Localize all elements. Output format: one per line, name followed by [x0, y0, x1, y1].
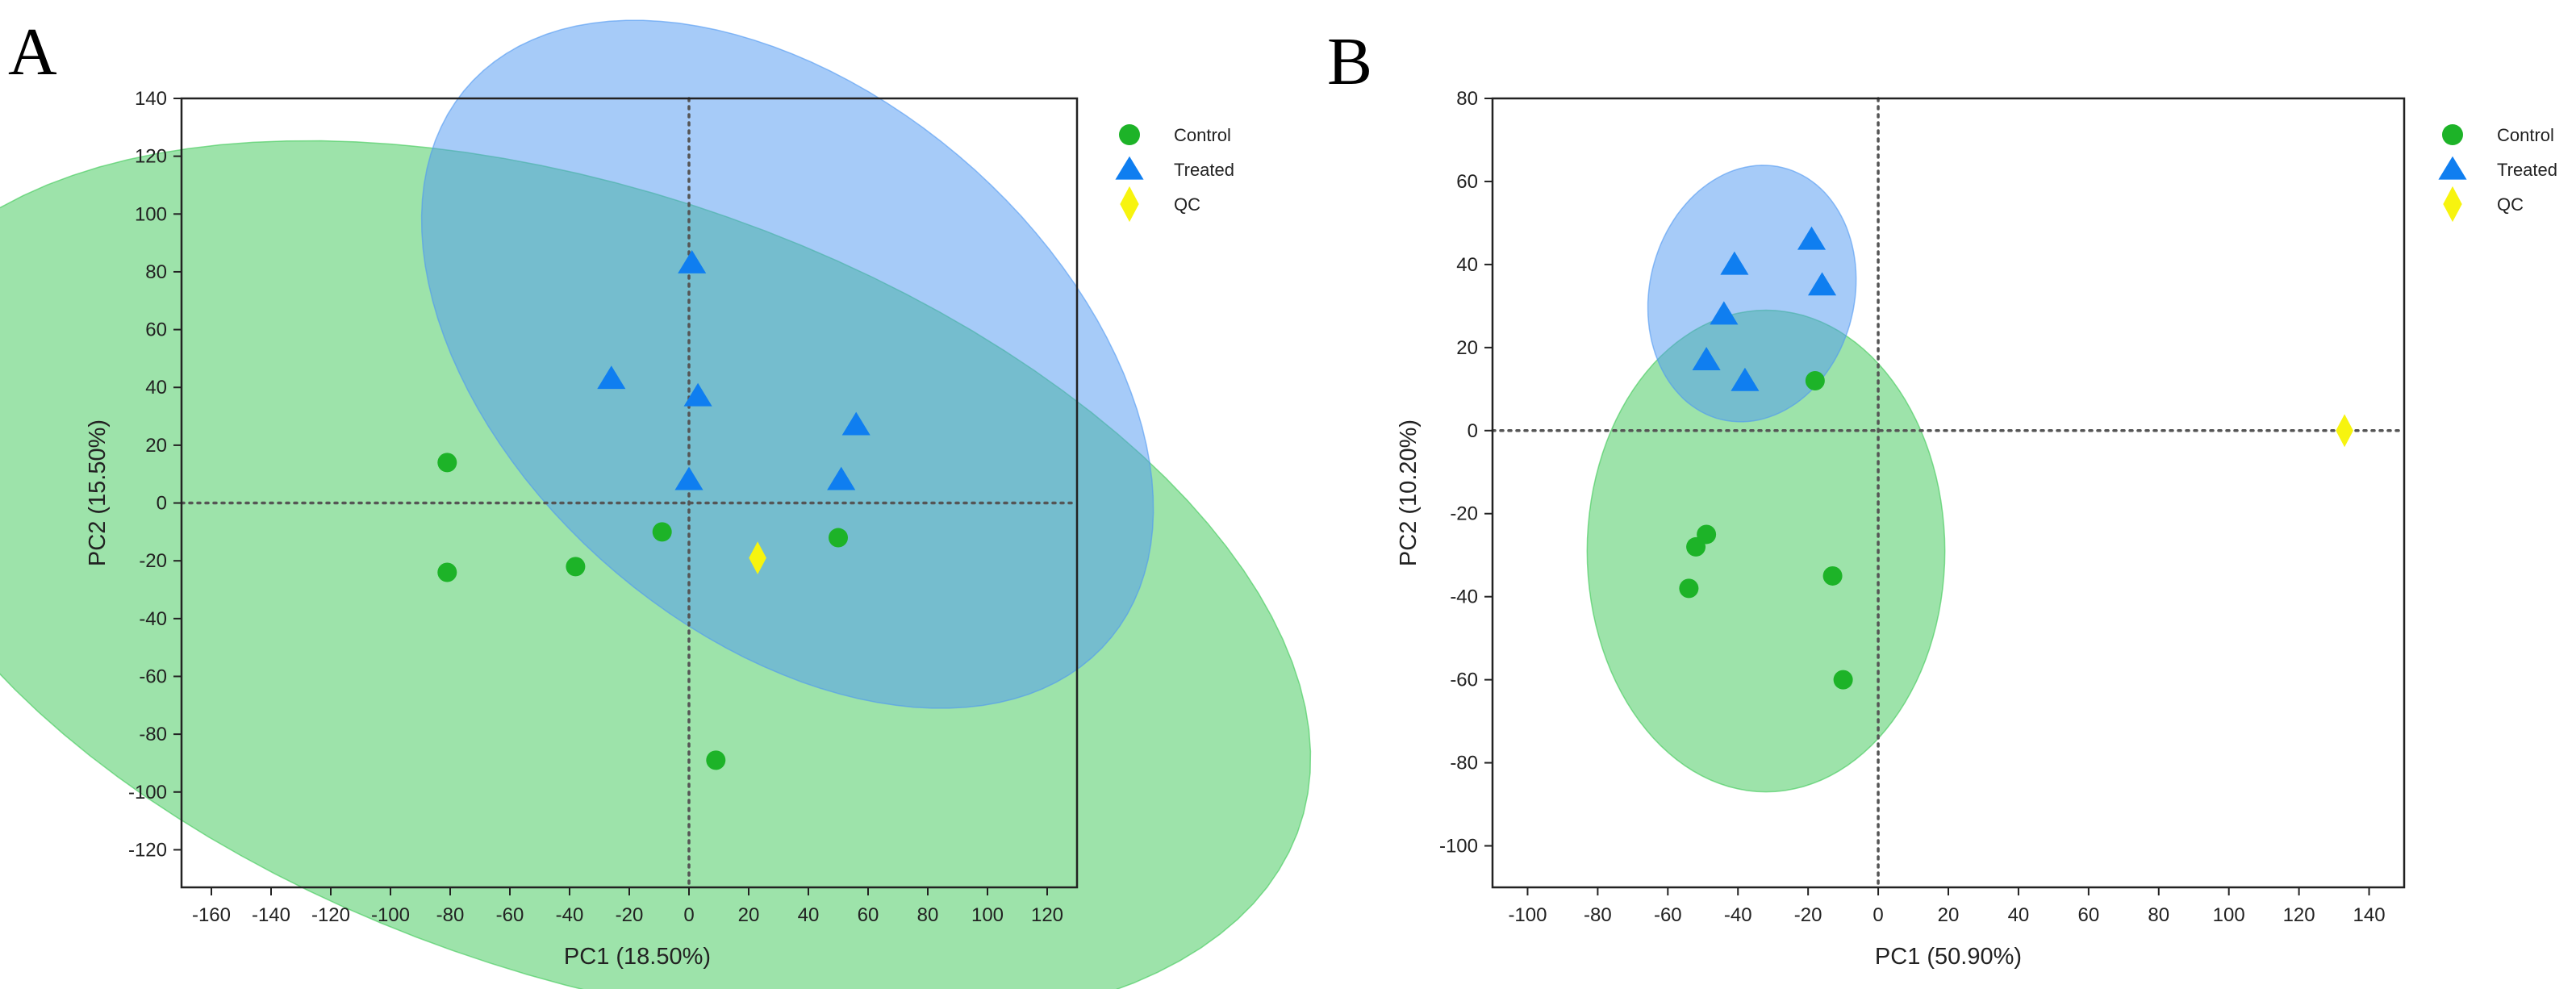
- data-point-treated: [827, 466, 856, 490]
- x-tick-label: -80: [436, 904, 465, 926]
- x-tick-label: -20: [1794, 904, 1822, 926]
- y-tick-label: 20: [145, 435, 167, 457]
- data-point-control: [829, 528, 848, 548]
- y-tick-label: -40: [139, 608, 167, 630]
- x-tick-label: -100: [1508, 904, 1547, 926]
- y-tick-label: -80: [1450, 753, 1478, 774]
- y-tick-label: 120: [135, 146, 167, 168]
- x-axis-title: PC1 (18.50%): [564, 944, 711, 970]
- y-tick-label: 40: [1456, 254, 1478, 276]
- data-point-control: [706, 750, 726, 770]
- x-tick-label: 60: [858, 904, 879, 926]
- y-tick-label: 60: [1456, 171, 1478, 193]
- x-tick-label: 100: [971, 904, 1004, 926]
- legend-label: Treated: [2497, 160, 2557, 180]
- legend-label: QC: [1174, 194, 1200, 215]
- data-point-treated: [1692, 347, 1721, 370]
- data-point-control: [1679, 578, 1699, 599]
- data-point-control: [437, 562, 457, 582]
- y-tick-label: -100: [128, 782, 167, 803]
- y-tick-label: -20: [1450, 503, 1478, 525]
- y-tick-label: 60: [145, 319, 167, 341]
- x-tick-label: 120: [2283, 904, 2315, 926]
- y-tick-label: -80: [139, 724, 167, 745]
- legend-label: Control: [1174, 125, 1231, 145]
- x-tick-label: -100: [371, 904, 410, 926]
- data-point-control: [566, 557, 586, 577]
- x-tick-label: -20: [616, 904, 644, 926]
- x-tick-label: 100: [2213, 904, 2245, 926]
- x-tick-label: -60: [1654, 904, 1682, 926]
- data-point-control: [1822, 565, 1843, 586]
- y-tick-label: 0: [157, 493, 167, 515]
- data-point-qc: [749, 541, 766, 575]
- x-tick-label: -120: [311, 904, 350, 926]
- pca-plot-b: -100 -80 -60 -40 -20 0 20 40 60 80 100 120 140 80 60 40…: [1396, 88, 2557, 970]
- x-tick-label: 140: [2353, 904, 2386, 926]
- y-tick-label: -60: [139, 666, 167, 687]
- data-point-control: [1805, 371, 1825, 391]
- legend-marker-treated: [1115, 156, 1144, 180]
- y-axis-title: PC2 (10.20%): [1396, 419, 1422, 566]
- data-point-treated: [841, 411, 870, 436]
- confidence-ellipse-treated: [420, 19, 1154, 709]
- y-tick-label: 140: [135, 88, 167, 110]
- data-point-control: [1833, 670, 1853, 690]
- y-tick-label: 100: [135, 203, 167, 225]
- legend-marker-control: [2442, 124, 2463, 145]
- data-point-control: [1697, 524, 1717, 545]
- x-tick-label: -160: [192, 904, 231, 926]
- panel-label: A: [8, 15, 57, 90]
- x-tick-label: -40: [1724, 904, 1752, 926]
- x-tick-label: 60: [2077, 904, 2099, 926]
- y-tick-label: 80: [1456, 88, 1478, 110]
- y-tick-label: -100: [1439, 836, 1478, 858]
- data-point-treated: [674, 466, 703, 490]
- x-tick-label: 40: [2008, 904, 2030, 926]
- x-tick-label: 40: [798, 904, 820, 926]
- x-tick-label: -40: [556, 904, 584, 926]
- x-tick-label: -140: [252, 904, 290, 926]
- x-tick-label: 20: [738, 904, 760, 926]
- data-point-treated: [1720, 251, 1749, 275]
- data-point-treated: [1807, 272, 1837, 296]
- legend-label: Treated: [1174, 160, 1234, 180]
- x-tick-label: 80: [2148, 904, 2169, 926]
- x-tick-label: 20: [1938, 904, 1960, 926]
- y-axis-title: PC2 (15.50%): [85, 419, 111, 566]
- legend-marker-qc: [2443, 186, 2462, 223]
- data-point-treated: [1731, 367, 1760, 391]
- data-point-control: [437, 453, 457, 473]
- x-tick-label: -60: [496, 904, 524, 926]
- data-point-control: [652, 522, 672, 542]
- y-tick-label: 80: [145, 261, 167, 283]
- legend-marker-treated: [2438, 156, 2467, 180]
- data-point-treated: [597, 365, 626, 390]
- y-tick-label: -120: [128, 839, 167, 861]
- data-point-treated: [1797, 226, 1827, 250]
- data-point-treated: [1710, 301, 1739, 325]
- legend-label: Control: [2497, 125, 2554, 145]
- data-point-qc: [2336, 414, 2353, 448]
- y-tick-label: -40: [1450, 586, 1478, 608]
- y-tick-label: 40: [145, 377, 167, 399]
- x-tick-label: 80: [917, 904, 939, 926]
- y-tick-label: 20: [1456, 337, 1478, 359]
- panel-label: B: [1327, 24, 1372, 99]
- y-tick-label: -60: [1450, 670, 1478, 691]
- legend-label: QC: [2497, 194, 2524, 215]
- data-point-treated: [678, 249, 707, 273]
- x-tick-label: -80: [1584, 904, 1612, 926]
- y-tick-label: 0: [1468, 420, 1478, 442]
- data-point-treated: [683, 382, 712, 407]
- y-tick-label: -20: [139, 550, 167, 572]
- pca-plot-a: -160 -140 -120 -100 -80 -60 -40 -20 0 20 40 60 80 100…: [0, 19, 1312, 989]
- legend-marker-qc: [1120, 186, 1139, 223]
- legend-marker-control: [1119, 124, 1140, 145]
- x-tick-label: 0: [1873, 904, 1883, 926]
- x-axis-title: PC1 (50.90%): [1875, 944, 2022, 970]
- x-tick-label: 120: [1031, 904, 1063, 926]
- x-tick-label: 0: [683, 904, 694, 926]
